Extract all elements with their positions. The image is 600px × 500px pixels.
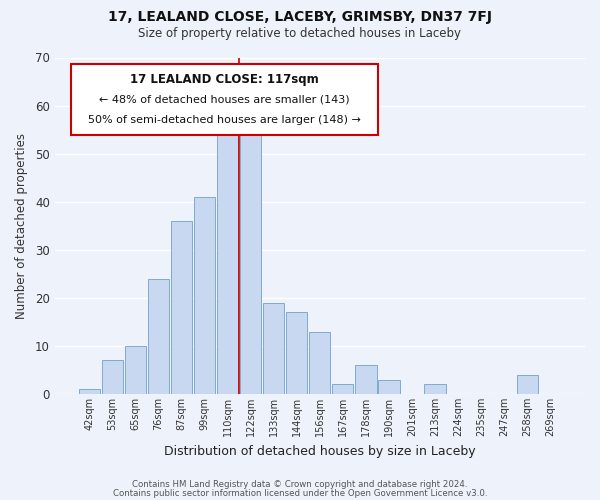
Bar xyxy=(379,380,400,394)
Text: 50% of semi-detached houses are larger (148) →: 50% of semi-detached houses are larger (… xyxy=(88,114,361,124)
Text: 17, LEALAND CLOSE, LACEBY, GRIMSBY, DN37 7FJ: 17, LEALAND CLOSE, LACEBY, GRIMSBY, DN37… xyxy=(108,10,492,24)
Bar xyxy=(79,389,100,394)
Bar xyxy=(355,365,377,394)
Bar xyxy=(286,312,307,394)
Bar xyxy=(171,221,192,394)
Bar xyxy=(263,302,284,394)
Bar xyxy=(309,332,331,394)
Text: Contains HM Land Registry data © Crown copyright and database right 2024.: Contains HM Land Registry data © Crown c… xyxy=(132,480,468,489)
X-axis label: Distribution of detached houses by size in Laceby: Distribution of detached houses by size … xyxy=(164,444,476,458)
Bar xyxy=(517,375,538,394)
Bar xyxy=(332,384,353,394)
Text: 17 LEALAND CLOSE: 117sqm: 17 LEALAND CLOSE: 117sqm xyxy=(130,72,319,86)
Bar xyxy=(424,384,446,394)
Text: Size of property relative to detached houses in Laceby: Size of property relative to detached ho… xyxy=(139,28,461,40)
Bar xyxy=(102,360,123,394)
Bar xyxy=(194,197,215,394)
Bar xyxy=(148,278,169,394)
Bar xyxy=(240,134,262,394)
FancyBboxPatch shape xyxy=(71,64,378,135)
Bar xyxy=(217,125,238,394)
Y-axis label: Number of detached properties: Number of detached properties xyxy=(15,133,28,319)
Text: ← 48% of detached houses are smaller (143): ← 48% of detached houses are smaller (14… xyxy=(99,94,350,104)
Bar xyxy=(125,346,146,394)
Text: Contains public sector information licensed under the Open Government Licence v3: Contains public sector information licen… xyxy=(113,489,487,498)
